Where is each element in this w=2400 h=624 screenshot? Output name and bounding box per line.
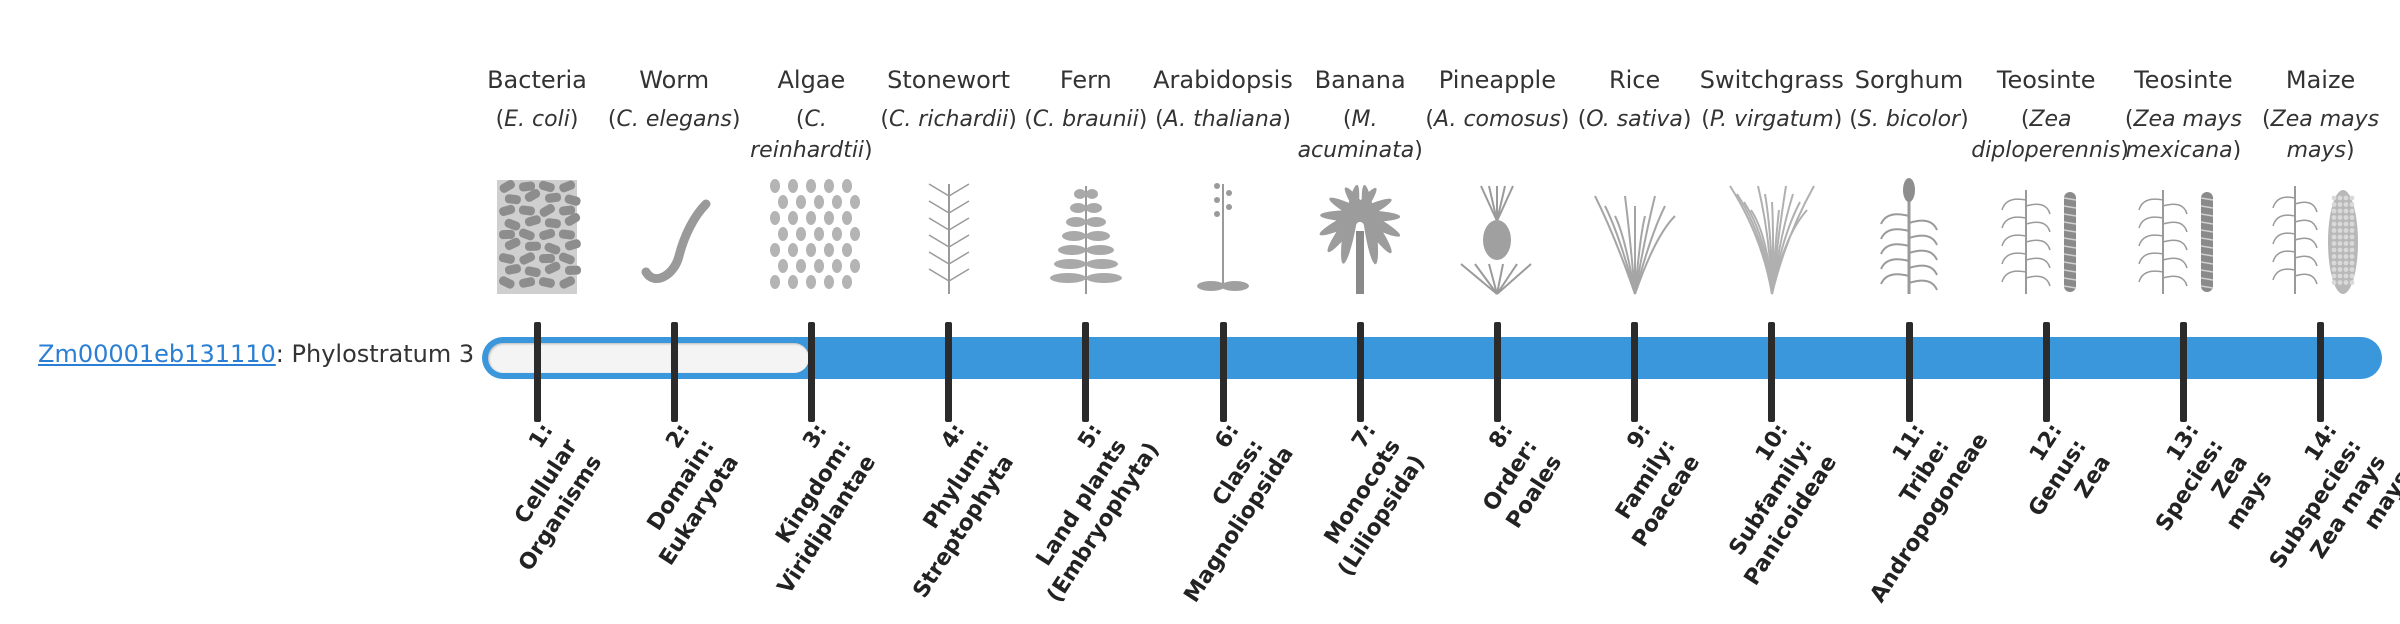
organism-scientific-name-text: Zea mays mexicana xyxy=(2125,107,2242,163)
track-unfilled-segment xyxy=(488,343,810,373)
organism-common-name: Maize xyxy=(2285,66,2356,94)
phylostratum-tick xyxy=(670,322,678,422)
organism-common-name: Stonewort xyxy=(887,66,1011,94)
organism-common-name: Rice xyxy=(1608,66,1661,94)
arabidopsis-icon xyxy=(1173,176,1273,298)
organism-common-name: Algae xyxy=(777,66,846,94)
organism-scientific-name-text: C. braunii xyxy=(1032,107,1139,132)
organism-common-name: Sorghum xyxy=(1854,66,1964,94)
organism-scientific-name: (S. bicolor) xyxy=(1849,107,1969,132)
rice-icon xyxy=(1585,176,1685,298)
phylostratum-tick xyxy=(1768,322,1776,422)
phylostratum-tick xyxy=(2042,322,2050,422)
organism-scientific-name: (O. sativa) xyxy=(1577,107,1692,132)
phylostratum-tick xyxy=(2179,322,2187,422)
gene-label: Zm00001eb131110: Phylostratum 3 xyxy=(38,340,474,368)
organism-scientific-name: (C. richardii) xyxy=(880,107,1017,132)
organism-scientific-name: (Zea mays mays) xyxy=(2262,107,2380,163)
phylostratum-tick xyxy=(1082,322,1090,422)
organism-scientific-name-text: C. reinhardtii xyxy=(750,107,865,163)
phylostratum-rank-label: 13: Species: Zea mays xyxy=(2090,418,2280,624)
sorghum-icon xyxy=(1859,176,1959,298)
maize-icon xyxy=(2271,176,2371,298)
phylostratigraphy-panel: Zm00001eb131110: Phylostratum 3 Bacteria… xyxy=(38,66,2400,607)
phylostratum-rank-label: 14: Subspecies: Zea mays mays xyxy=(2227,418,2400,624)
organism-scientific-name-text: S. bicolor xyxy=(1857,107,1961,132)
phylostratum-tick xyxy=(1905,322,1913,422)
phylostratum-tick xyxy=(945,322,953,422)
organism-scientific-name: (E. coli) xyxy=(495,107,579,132)
algae-icon xyxy=(761,176,861,298)
organism-scientific-name-text: Zea diploperennis xyxy=(1971,107,2121,163)
organism-common-name: Banana xyxy=(1314,66,1406,94)
organism-scientific-name-text: A. thaliana xyxy=(1163,107,1283,132)
organism-scientific-name: (A. thaliana) xyxy=(1155,107,1291,132)
gene-id-link[interactable]: Zm00001eb131110 xyxy=(38,340,276,368)
phylostratum-tick xyxy=(2317,322,2325,422)
gene-phylostratum-text: : Phylostratum 3 xyxy=(275,340,475,368)
stonewort-icon xyxy=(899,176,999,298)
organism-scientific-name: (A. comosus) xyxy=(1425,107,1570,132)
organism-scientific-name-text: E. coli xyxy=(504,107,570,132)
phylostratum-tick xyxy=(807,322,815,422)
phylostratum-tick xyxy=(1356,322,1364,422)
switchgrass-icon xyxy=(1722,176,1822,298)
organism-common-name: Fern xyxy=(1059,66,1112,94)
teosinte-icon xyxy=(1996,176,2096,298)
organism-scientific-name: (C. braunii) xyxy=(1024,107,1148,132)
pineapple-icon xyxy=(1447,176,1547,298)
phylostratum-tick xyxy=(533,322,541,422)
organism-common-name: Worm xyxy=(639,66,710,94)
phylostratum-track xyxy=(482,337,2382,379)
organism-scientific-name-text: C. richardii xyxy=(888,107,1009,132)
organism-common-name: Pineapple xyxy=(1438,66,1556,94)
organism-scientific-name-text: O. sativa xyxy=(1586,107,1683,132)
phylostratum-tick xyxy=(1493,322,1501,422)
organism-scientific-name: (C. reinhardtii) xyxy=(750,107,873,163)
organism-scientific-name-text: M. acuminata xyxy=(1297,107,1415,163)
organism-scientific-name: (P. virgatum) xyxy=(1701,107,1843,132)
bacteria-icon xyxy=(487,176,587,298)
organism-scientific-name-text: C. elegans xyxy=(616,107,732,132)
organism-common-name: Teosinte xyxy=(1996,66,2096,94)
organism-scientific-name: (C. elegans) xyxy=(607,107,741,132)
worm-icon xyxy=(624,176,724,298)
phylostratum-tick xyxy=(1631,322,1639,422)
organism-scientific-name: (Zea diploperennis) xyxy=(1971,107,2129,163)
fern-icon xyxy=(1036,176,1136,298)
organism-scientific-name: (Zea mays mexicana) xyxy=(2124,107,2242,163)
organism-common-name: Arabidopsis xyxy=(1153,66,1293,94)
organism-common-name: Bacteria xyxy=(487,66,587,94)
banana-icon xyxy=(1310,176,1410,298)
organism-common-name: Switchgrass xyxy=(1699,66,1844,94)
organism-scientific-name-text: P. virgatum xyxy=(1709,107,1834,132)
phylostratum-tick xyxy=(1219,322,1227,422)
organism-scientific-name-text: Zea mays mays xyxy=(2270,107,2380,163)
teosinte-icon xyxy=(2133,176,2233,298)
organism-scientific-name: (M. acuminata) xyxy=(1297,107,1423,163)
organism-common-name: Teosinte xyxy=(2134,66,2233,94)
organism-scientific-name-text: A. comosus xyxy=(1434,107,1561,132)
